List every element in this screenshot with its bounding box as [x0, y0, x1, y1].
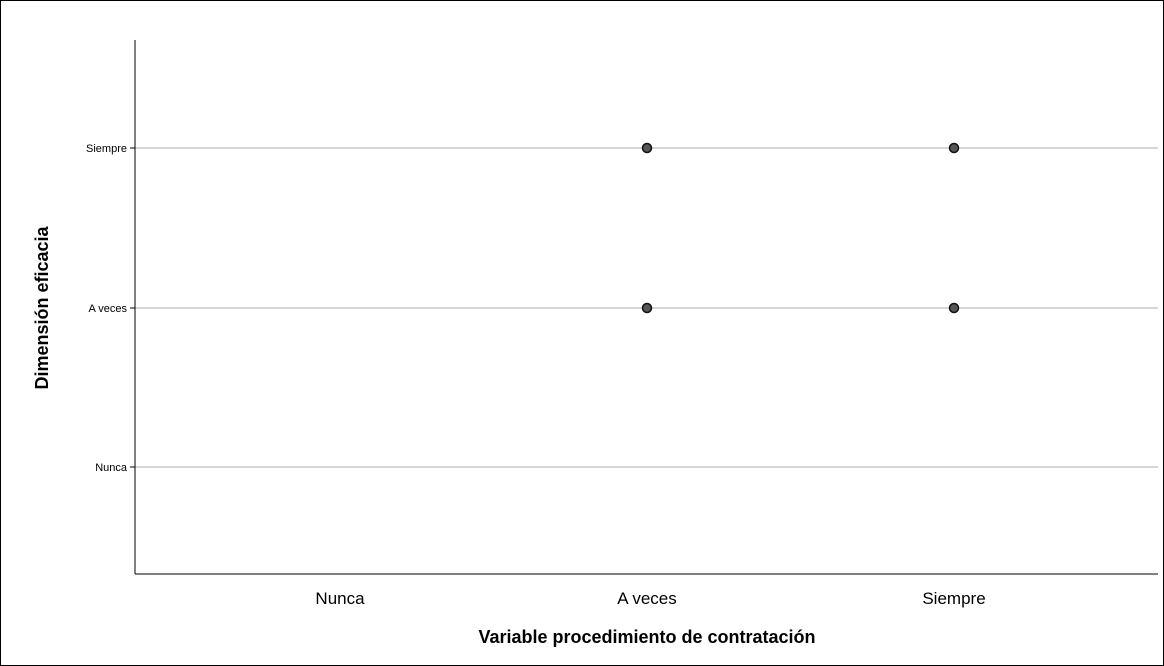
x-tick-labels: Nunca A veces Siempre [315, 589, 985, 608]
data-points [641, 142, 960, 314]
y-axis-title: Dimensión eficacia [32, 225, 52, 389]
x-tick-label: A veces [617, 589, 677, 608]
y-tick-labels: Nunca A veces Siempre [86, 143, 135, 474]
y-tick-label: Nunca [95, 462, 128, 474]
x-tick-label: Nunca [315, 589, 365, 608]
data-point [948, 302, 960, 314]
x-axis-title: Variable procedimiento de contratación [478, 627, 815, 647]
data-point [641, 302, 653, 314]
y-tick-label: A veces [88, 303, 127, 315]
data-point [641, 142, 653, 154]
data-point [948, 142, 960, 154]
x-tick-label: Siempre [922, 589, 985, 608]
y-tick-label: Siempre [86, 143, 127, 155]
